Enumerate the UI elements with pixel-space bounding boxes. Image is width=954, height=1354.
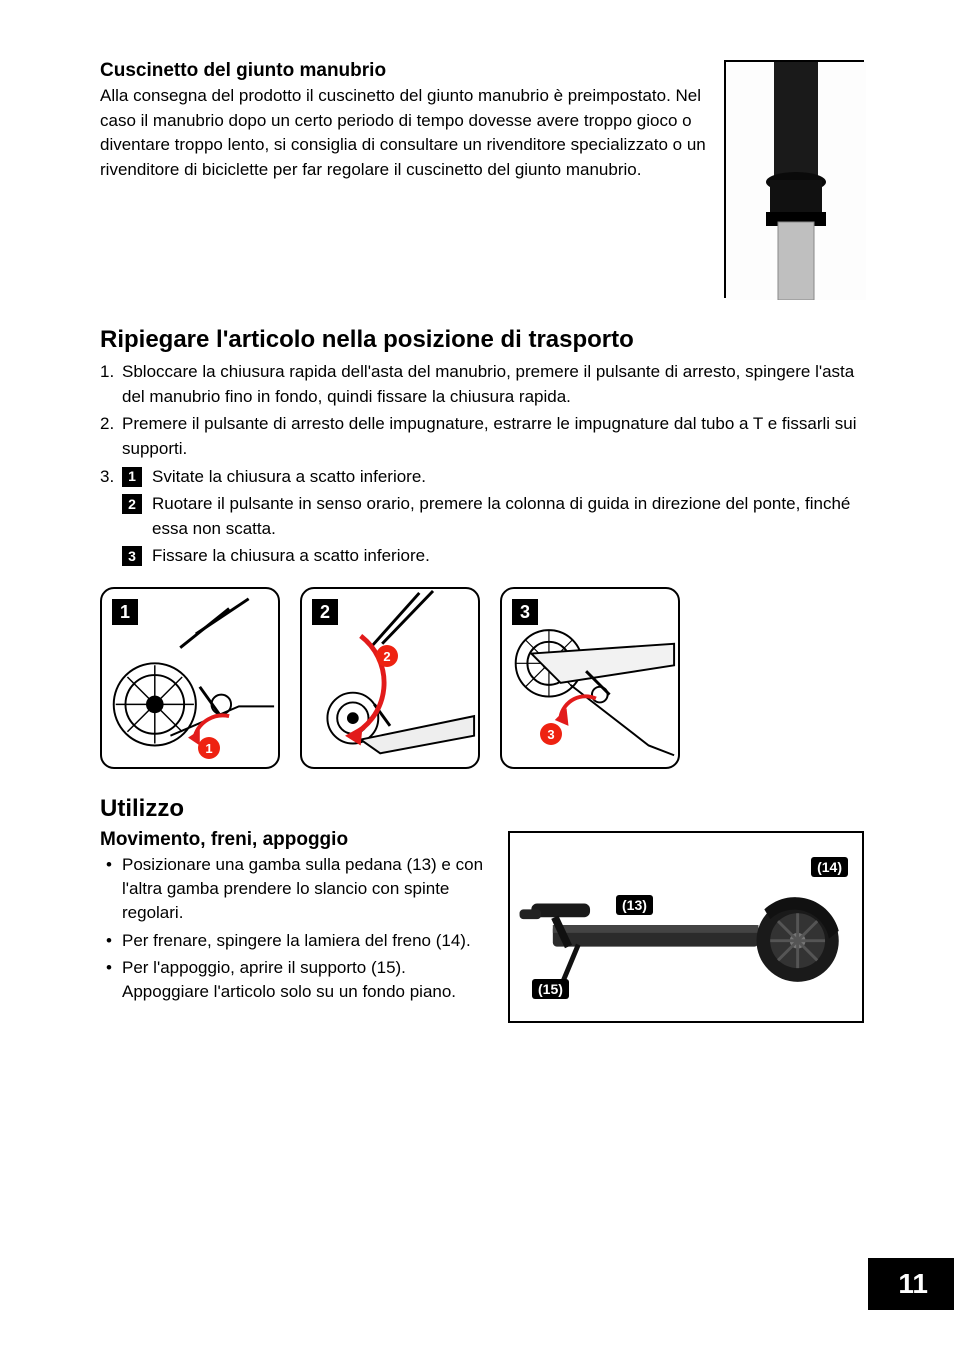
util-text-2: Per frenare, spingere la lamiera del fre… bbox=[122, 929, 471, 953]
step-text: Svitate la chiusura a scatto inferiore. bbox=[152, 465, 426, 490]
page: Cuscinetto del giunto manubrio Alla cons… bbox=[0, 0, 954, 1354]
figure-2: 2 2 bbox=[300, 587, 480, 769]
circle-badge-3: 3 bbox=[540, 723, 562, 745]
step-number: 1. bbox=[100, 360, 122, 409]
utilizzo-title: Utilizzo bbox=[100, 795, 488, 823]
bullet-icon: • bbox=[100, 853, 122, 925]
label-15: (15) bbox=[532, 979, 569, 999]
step-3b: 2 Ruotare il pulsante in senso orario, p… bbox=[122, 492, 864, 541]
figure-1: 1 1 bbox=[100, 587, 280, 769]
label-13: (13) bbox=[616, 895, 653, 915]
step-number: 3. bbox=[100, 465, 122, 490]
section-cuscinetto-text: Cuscinetto del giunto manubrio Alla cons… bbox=[100, 60, 706, 183]
ripiegare-title: Ripiegare l'articolo nella posizione di … bbox=[100, 326, 864, 354]
figure-row: 1 1 2 bbox=[100, 587, 864, 769]
cuscinetto-title: Cuscinetto del giunto manubrio bbox=[100, 60, 706, 82]
bullet-icon: • bbox=[100, 929, 122, 953]
util-item-2: • Per frenare, spingere la lamiera del f… bbox=[100, 929, 488, 953]
cuscinetto-body: Alla consegna del prodotto il cuscinetto… bbox=[100, 84, 706, 183]
step-text: Premere il pulsante di arresto delle imp… bbox=[122, 412, 864, 461]
badge-1: 1 bbox=[122, 467, 142, 487]
util-text-3: Per l'appoggio, aprire il supporto (15).… bbox=[122, 956, 488, 1004]
step-1: 1. Sbloccare la chiusura rapida dell'ast… bbox=[100, 360, 864, 409]
step-3: 3. 1 Svitate la chiusura a scatto inferi… bbox=[100, 465, 864, 490]
circle-badge-1: 1 bbox=[198, 737, 220, 759]
step-3c: 3 Fissare la chiusura a scatto inferiore… bbox=[122, 544, 864, 569]
bullet-icon: • bbox=[100, 956, 122, 1004]
step-text: Ruotare il pulsante in senso orario, pre… bbox=[152, 492, 864, 541]
circle-badge-2: 2 bbox=[376, 645, 398, 667]
utilizzo-text: Utilizzo Movimento, freni, appoggio • Po… bbox=[100, 795, 488, 1007]
section-utilizzo: Utilizzo Movimento, freni, appoggio • Po… bbox=[100, 795, 864, 1023]
label-14: (14) bbox=[811, 857, 848, 877]
step-text: Sbloccare la chiusura rapida dell'asta d… bbox=[122, 360, 864, 409]
utilizzo-subtitle: Movimento, freni, appoggio bbox=[100, 829, 488, 851]
badge-2: 2 bbox=[122, 494, 142, 514]
step-2: 2. Premere il pulsante di arresto delle … bbox=[100, 412, 864, 461]
util-item-3: • Per l'appoggio, aprire il supporto (15… bbox=[100, 956, 488, 1004]
step-text: Fissare la chiusura a scatto inferiore. bbox=[152, 544, 430, 569]
util-item-1: • Posizionare una gamba sulla pedana (13… bbox=[100, 853, 488, 925]
step-number: 2. bbox=[100, 412, 122, 461]
figure-3: 3 3 bbox=[500, 587, 680, 769]
section-cuscinetto: Cuscinetto del giunto manubrio Alla cons… bbox=[100, 60, 864, 298]
scooter-photo: (13) (14) (15) bbox=[508, 831, 864, 1023]
badge-3: 3 bbox=[122, 546, 142, 566]
util-text-1: Posizionare una gamba sulla pedana (13) … bbox=[122, 853, 488, 925]
handlebar-joint-photo bbox=[724, 60, 864, 298]
page-number: 11 bbox=[868, 1258, 954, 1310]
ripiegare-steps: 1. Sbloccare la chiusura rapida dell'ast… bbox=[100, 360, 864, 569]
